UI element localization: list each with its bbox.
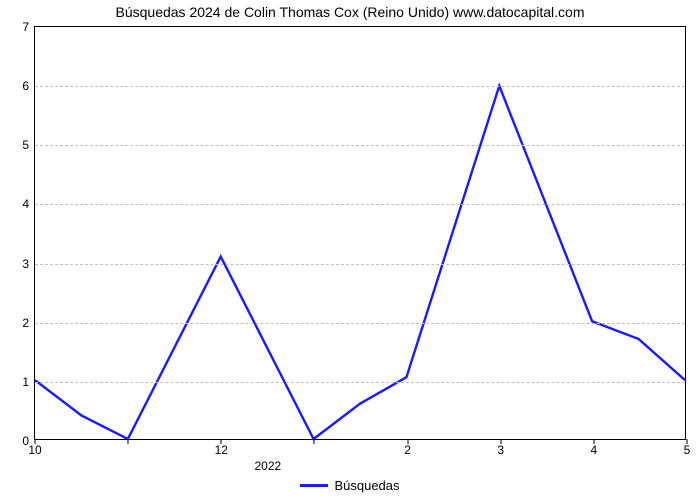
legend-label: Búsquedas bbox=[334, 478, 399, 493]
chart-title: Búsquedas 2024 de Colin Thomas Cox (Rein… bbox=[0, 4, 700, 20]
grid-line bbox=[35, 264, 685, 265]
series-line bbox=[35, 86, 685, 439]
x-tick-label: 12 bbox=[215, 439, 228, 457]
y-tick-label: 1 bbox=[22, 375, 35, 389]
x-sub-label: 2022 bbox=[254, 459, 281, 473]
x-tick-mark bbox=[314, 439, 315, 444]
y-tick-label: 5 bbox=[22, 138, 35, 152]
x-tick-mark bbox=[128, 439, 129, 444]
line-series-layer bbox=[35, 27, 685, 439]
grid-line bbox=[35, 86, 685, 87]
y-tick-label: 2 bbox=[22, 316, 35, 330]
y-tick-label: 4 bbox=[22, 197, 35, 211]
y-tick-label: 7 bbox=[22, 20, 35, 34]
grid-line bbox=[35, 204, 685, 205]
x-tick-label: 2 bbox=[404, 439, 411, 457]
y-tick-label: 6 bbox=[22, 79, 35, 93]
plot-area: 01234567101223452022 bbox=[34, 26, 686, 440]
legend: Búsquedas bbox=[0, 478, 700, 493]
grid-line bbox=[35, 323, 685, 324]
grid-line bbox=[35, 145, 685, 146]
x-tick-label: 3 bbox=[497, 439, 504, 457]
chart-container: { "chart": { "type": "line", "title": "B… bbox=[0, 0, 700, 500]
x-tick-label: 10 bbox=[28, 439, 41, 457]
grid-line bbox=[35, 382, 685, 383]
x-tick-label: 4 bbox=[591, 439, 598, 457]
y-tick-label: 3 bbox=[22, 257, 35, 271]
legend-swatch bbox=[300, 484, 328, 487]
x-tick-label: 5 bbox=[684, 439, 691, 457]
